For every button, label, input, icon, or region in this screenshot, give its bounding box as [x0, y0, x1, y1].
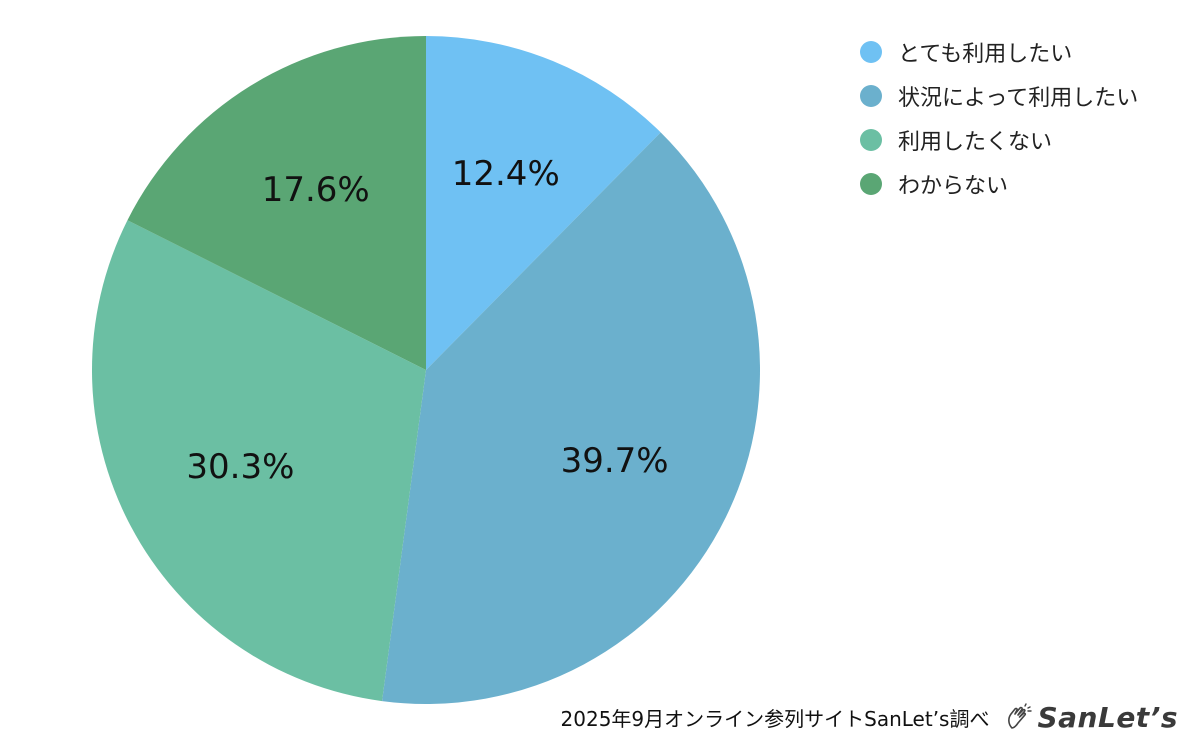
legend-label: 利用したくない: [898, 130, 1053, 155]
slice-value-label: 17.6%: [262, 170, 370, 210]
slice-value-label: 12.4%: [452, 154, 560, 194]
legend-item: 状況によって利用したい: [860, 74, 1138, 118]
legend-label: とても利用したい: [898, 42, 1073, 67]
legend-swatch: [860, 129, 882, 151]
slice-value-label: 39.7%: [561, 441, 669, 481]
legend-item: 利用したくない: [860, 118, 1138, 162]
brand-logo: SanLet’s: [1003, 701, 1178, 734]
legend-swatch: [860, 85, 882, 107]
legend-swatch: [860, 41, 882, 63]
source-note: 2025年9月オンライン参列サイトSanLet’s調べ: [560, 707, 990, 731]
slice-unwilling: [91, 220, 427, 702]
slice-very-willing: [426, 36, 661, 370]
slice-depends: [382, 132, 760, 705]
brand-name: SanLet’s: [1037, 701, 1178, 734]
legend-item: わからない: [860, 162, 1138, 206]
legend-item: とても利用したい: [860, 30, 1138, 74]
slice-value-label: 30.3%: [186, 447, 294, 487]
legend-swatch: [860, 173, 882, 195]
legend-label: わからない: [898, 174, 1009, 199]
legend-label: 状況によって利用したい: [898, 86, 1139, 111]
legend: とても利用したい状況によって利用したい 利用したくない わからない: [860, 30, 1138, 206]
slice-unsure: [127, 36, 426, 370]
source-footer: 2025年9月オンライン参列サイトSanLet’s調べ SanLet’s: [561, 701, 1178, 734]
clapping-hands-icon: [1008, 702, 1033, 729]
